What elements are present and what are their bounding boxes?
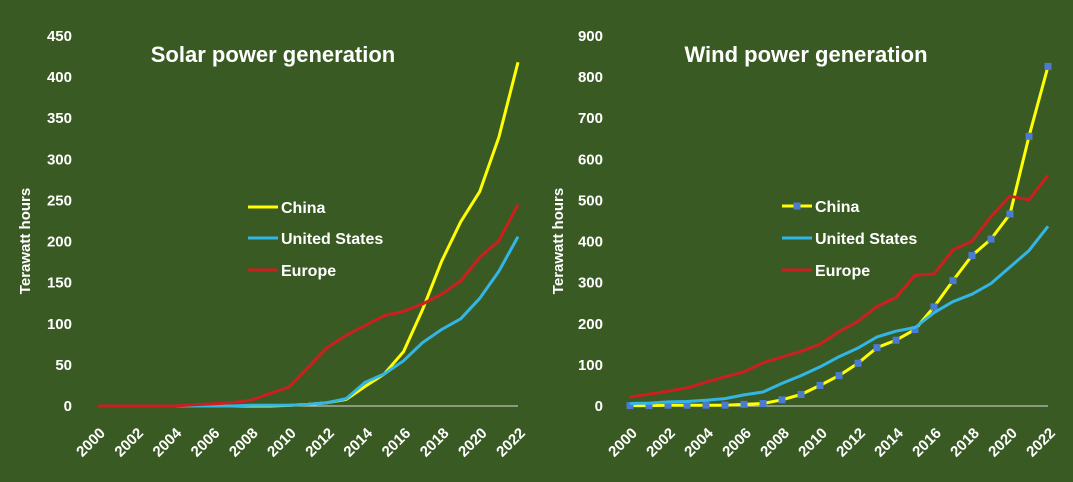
- x-tick-label: 2012: [833, 425, 869, 461]
- legend-label-europe: Europe: [281, 263, 336, 280]
- y-tick-label: 800: [578, 69, 603, 86]
- chart-title: Wind power generation: [684, 42, 927, 67]
- y-tick-label: 300: [578, 275, 603, 292]
- series-line-united-states: [629, 225, 1050, 405]
- y-axis-label: Terawatt hours: [550, 188, 567, 294]
- x-tick-label: 2020: [455, 425, 491, 461]
- data-point-china: [683, 401, 691, 409]
- data-point-china: [949, 277, 957, 285]
- y-tick-label: 500: [578, 192, 603, 209]
- legend-marker-china: [793, 202, 801, 210]
- chart-solar: Solar power generation Terawatt hours 0 50 1…: [17, 28, 529, 460]
- y-tick-label: 300: [47, 151, 72, 168]
- x-tick-label: 2016: [909, 425, 945, 461]
- data-point-china: [987, 235, 995, 243]
- x-tick-label: 2000: [73, 425, 109, 461]
- legend-label-united-states: United States: [281, 231, 383, 248]
- x-tick-label: 2008: [757, 425, 793, 461]
- data-point-china: [968, 252, 976, 260]
- x-tick-label: 2004: [681, 424, 717, 460]
- data-point-china: [664, 401, 672, 409]
- x-tick-label: 2002: [643, 425, 679, 461]
- data-point-china: [759, 400, 767, 408]
- y-tick-label: 100: [47, 316, 72, 333]
- x-tick-label: 2020: [985, 425, 1021, 461]
- chart-wind: Wind power generation Terawatt hours 0 100 2…: [550, 28, 1059, 460]
- x-tick-label: 2006: [719, 425, 755, 461]
- x-tick-label: 2010: [264, 425, 300, 461]
- y-tick-label: 350: [47, 110, 72, 127]
- y-tick-label: 450: [47, 28, 72, 45]
- data-point-china: [702, 401, 710, 409]
- y-tick-label: 50: [55, 357, 72, 374]
- data-point-china: [778, 396, 786, 404]
- chart-title: Solar power generation: [151, 42, 396, 67]
- x-tick-label: 2022: [1023, 425, 1059, 461]
- data-point-china: [626, 402, 634, 410]
- data-point-china: [911, 326, 919, 334]
- x-tick-label: 2016: [379, 425, 415, 461]
- x-tick-label: 2004: [150, 424, 186, 460]
- legend-label-china: China: [815, 199, 860, 216]
- x-tick-label: 2014: [340, 424, 376, 460]
- data-point-china: [645, 402, 653, 410]
- y-tick-label: 150: [47, 275, 72, 292]
- data-point-china: [721, 401, 729, 409]
- x-tick-label: 2006: [188, 425, 224, 461]
- legend-label-china: China: [281, 200, 326, 217]
- y-tick-label: 400: [47, 69, 72, 86]
- y-tick-label: 700: [578, 110, 603, 127]
- x-tick-label: 2010: [795, 425, 831, 461]
- legend-label-united-states: United States: [815, 231, 917, 248]
- y-tick-label: 0: [64, 398, 72, 415]
- y-tick-label: 600: [578, 151, 603, 168]
- x-tick-label: 2012: [302, 425, 338, 461]
- x-tick-label: 2002: [111, 425, 147, 461]
- y-tick-label: 900: [578, 28, 603, 45]
- x-tick-label: 2022: [493, 425, 529, 461]
- x-tick-label: 2018: [947, 425, 983, 461]
- x-tick-label: 2018: [417, 425, 453, 461]
- data-point-china: [892, 336, 900, 344]
- series-line-europe: [98, 203, 520, 408]
- y-tick-label: 200: [578, 316, 603, 333]
- y-tick-label: 200: [47, 234, 72, 251]
- data-point-china: [835, 372, 843, 380]
- y-axis-label: Terawatt hours: [17, 188, 34, 294]
- data-point-china: [873, 344, 881, 352]
- data-point-china: [740, 400, 748, 408]
- x-tick-label: 2000: [605, 425, 641, 461]
- series-line-united-states: [98, 235, 520, 408]
- y-tick-label: 100: [578, 357, 603, 374]
- y-tick-label: 0: [595, 398, 603, 415]
- data-point-china: [1044, 62, 1052, 70]
- data-point-china: [797, 390, 805, 398]
- y-tick-label: 250: [47, 192, 72, 209]
- x-tick-label: 2008: [226, 425, 262, 461]
- data-point-china: [854, 359, 862, 367]
- y-tick-label: 400: [578, 234, 603, 251]
- series-line-europe: [629, 174, 1050, 399]
- legend-label-europe: Europe: [815, 263, 870, 280]
- data-point-china: [1025, 132, 1033, 140]
- data-point-china: [816, 381, 824, 389]
- data-point-china: [1006, 210, 1014, 218]
- data-point-china: [930, 303, 938, 311]
- x-tick-label: 2014: [871, 424, 907, 460]
